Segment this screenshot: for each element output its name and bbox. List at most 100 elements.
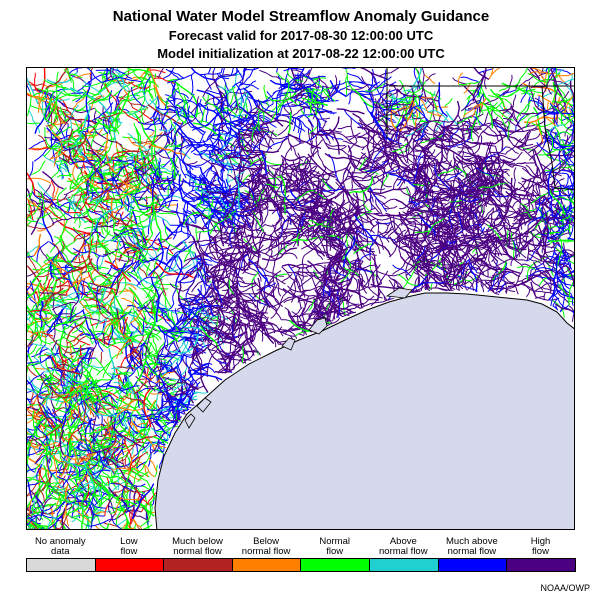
river-segment bbox=[150, 426, 168, 442]
river-segment bbox=[397, 274, 420, 286]
river-segment bbox=[368, 136, 385, 154]
river-segment bbox=[140, 293, 157, 308]
river-segment bbox=[38, 488, 46, 504]
river-segment bbox=[93, 110, 97, 125]
river-segment bbox=[429, 242, 456, 263]
river-segment bbox=[45, 307, 64, 338]
river-segment bbox=[255, 220, 259, 234]
river-segment bbox=[157, 325, 176, 341]
river-segment bbox=[346, 287, 349, 305]
river-segment bbox=[140, 375, 168, 402]
river-segment bbox=[98, 111, 122, 120]
river-segment bbox=[348, 175, 374, 194]
river-segment bbox=[158, 446, 164, 453]
river-segment bbox=[344, 68, 354, 91]
river-segment bbox=[225, 299, 239, 312]
river-segment bbox=[155, 392, 164, 422]
river-segment bbox=[131, 179, 157, 197]
river-segment bbox=[171, 80, 176, 98]
river-segment bbox=[88, 344, 97, 362]
river-segment bbox=[216, 359, 229, 366]
river-segment bbox=[184, 210, 202, 217]
river-segment bbox=[389, 173, 420, 190]
river-segment bbox=[129, 337, 139, 356]
river-segment bbox=[245, 131, 270, 160]
river-segment bbox=[83, 202, 121, 215]
river-segment bbox=[165, 415, 182, 422]
river-segment bbox=[369, 71, 377, 85]
river-segment bbox=[37, 467, 46, 485]
river-segment bbox=[223, 140, 231, 152]
river-segment bbox=[87, 251, 108, 257]
river-segment bbox=[339, 309, 346, 316]
river-segment bbox=[310, 102, 335, 115]
river-segment bbox=[119, 379, 125, 391]
river-segment bbox=[340, 166, 352, 185]
river-segment bbox=[29, 525, 42, 529]
river-segment bbox=[347, 155, 356, 169]
river-segment bbox=[39, 276, 58, 300]
river-segment bbox=[183, 211, 199, 226]
river-segment bbox=[192, 391, 209, 394]
river-segment bbox=[321, 244, 341, 253]
river-segment bbox=[27, 255, 35, 258]
river-segment bbox=[119, 428, 145, 433]
river-segment bbox=[289, 189, 302, 207]
river-segment bbox=[53, 454, 58, 477]
river-segment bbox=[118, 319, 130, 339]
river-segment bbox=[191, 341, 213, 362]
river-segment bbox=[394, 108, 405, 128]
river-segment bbox=[68, 68, 83, 74]
river-segment bbox=[293, 74, 314, 81]
river-segment bbox=[203, 280, 225, 300]
river-segment bbox=[381, 98, 400, 117]
river-segment bbox=[135, 460, 147, 469]
river-segment bbox=[259, 288, 276, 297]
river-segment bbox=[115, 404, 128, 424]
river-segment bbox=[175, 110, 188, 124]
river-segment bbox=[373, 240, 392, 257]
river-segment bbox=[153, 215, 171, 226]
river-segment bbox=[371, 188, 386, 191]
river-segment bbox=[289, 215, 312, 225]
river-segment bbox=[176, 82, 187, 104]
river-segment bbox=[423, 73, 436, 85]
river-segment bbox=[91, 154, 101, 169]
river-segment bbox=[256, 128, 260, 142]
river-segment bbox=[28, 498, 33, 515]
river-segment bbox=[167, 175, 175, 198]
river-segment bbox=[117, 366, 136, 370]
river-segment bbox=[68, 485, 79, 506]
river-segment bbox=[64, 317, 84, 330]
river-segment bbox=[228, 211, 245, 225]
river-segment bbox=[280, 184, 298, 210]
river-segment bbox=[362, 204, 369, 220]
river-segment bbox=[232, 91, 249, 119]
river-segment bbox=[317, 133, 330, 150]
river-segment bbox=[125, 284, 137, 291]
river-segment bbox=[98, 473, 106, 485]
river-segment bbox=[222, 231, 243, 245]
river-segment bbox=[348, 82, 364, 89]
river-segment bbox=[138, 299, 147, 323]
river-segment bbox=[132, 94, 160, 115]
river-segment bbox=[264, 332, 275, 345]
river-segment bbox=[85, 217, 118, 228]
river-segment bbox=[198, 174, 206, 192]
river-segment bbox=[104, 260, 132, 283]
river-segment bbox=[345, 135, 368, 143]
river-segment bbox=[266, 328, 296, 337]
river-segment bbox=[326, 145, 348, 150]
river-segment bbox=[36, 240, 49, 263]
river-segment bbox=[411, 68, 422, 88]
river-segment bbox=[360, 156, 380, 171]
river-segment bbox=[130, 342, 149, 351]
river-segment bbox=[145, 360, 158, 386]
river-segment bbox=[381, 198, 398, 205]
river-segment bbox=[29, 490, 44, 510]
river-segment bbox=[43, 502, 57, 508]
river-segment bbox=[65, 456, 68, 475]
river-segment bbox=[27, 287, 48, 307]
river-segment bbox=[243, 270, 257, 276]
river-segment bbox=[282, 174, 290, 194]
